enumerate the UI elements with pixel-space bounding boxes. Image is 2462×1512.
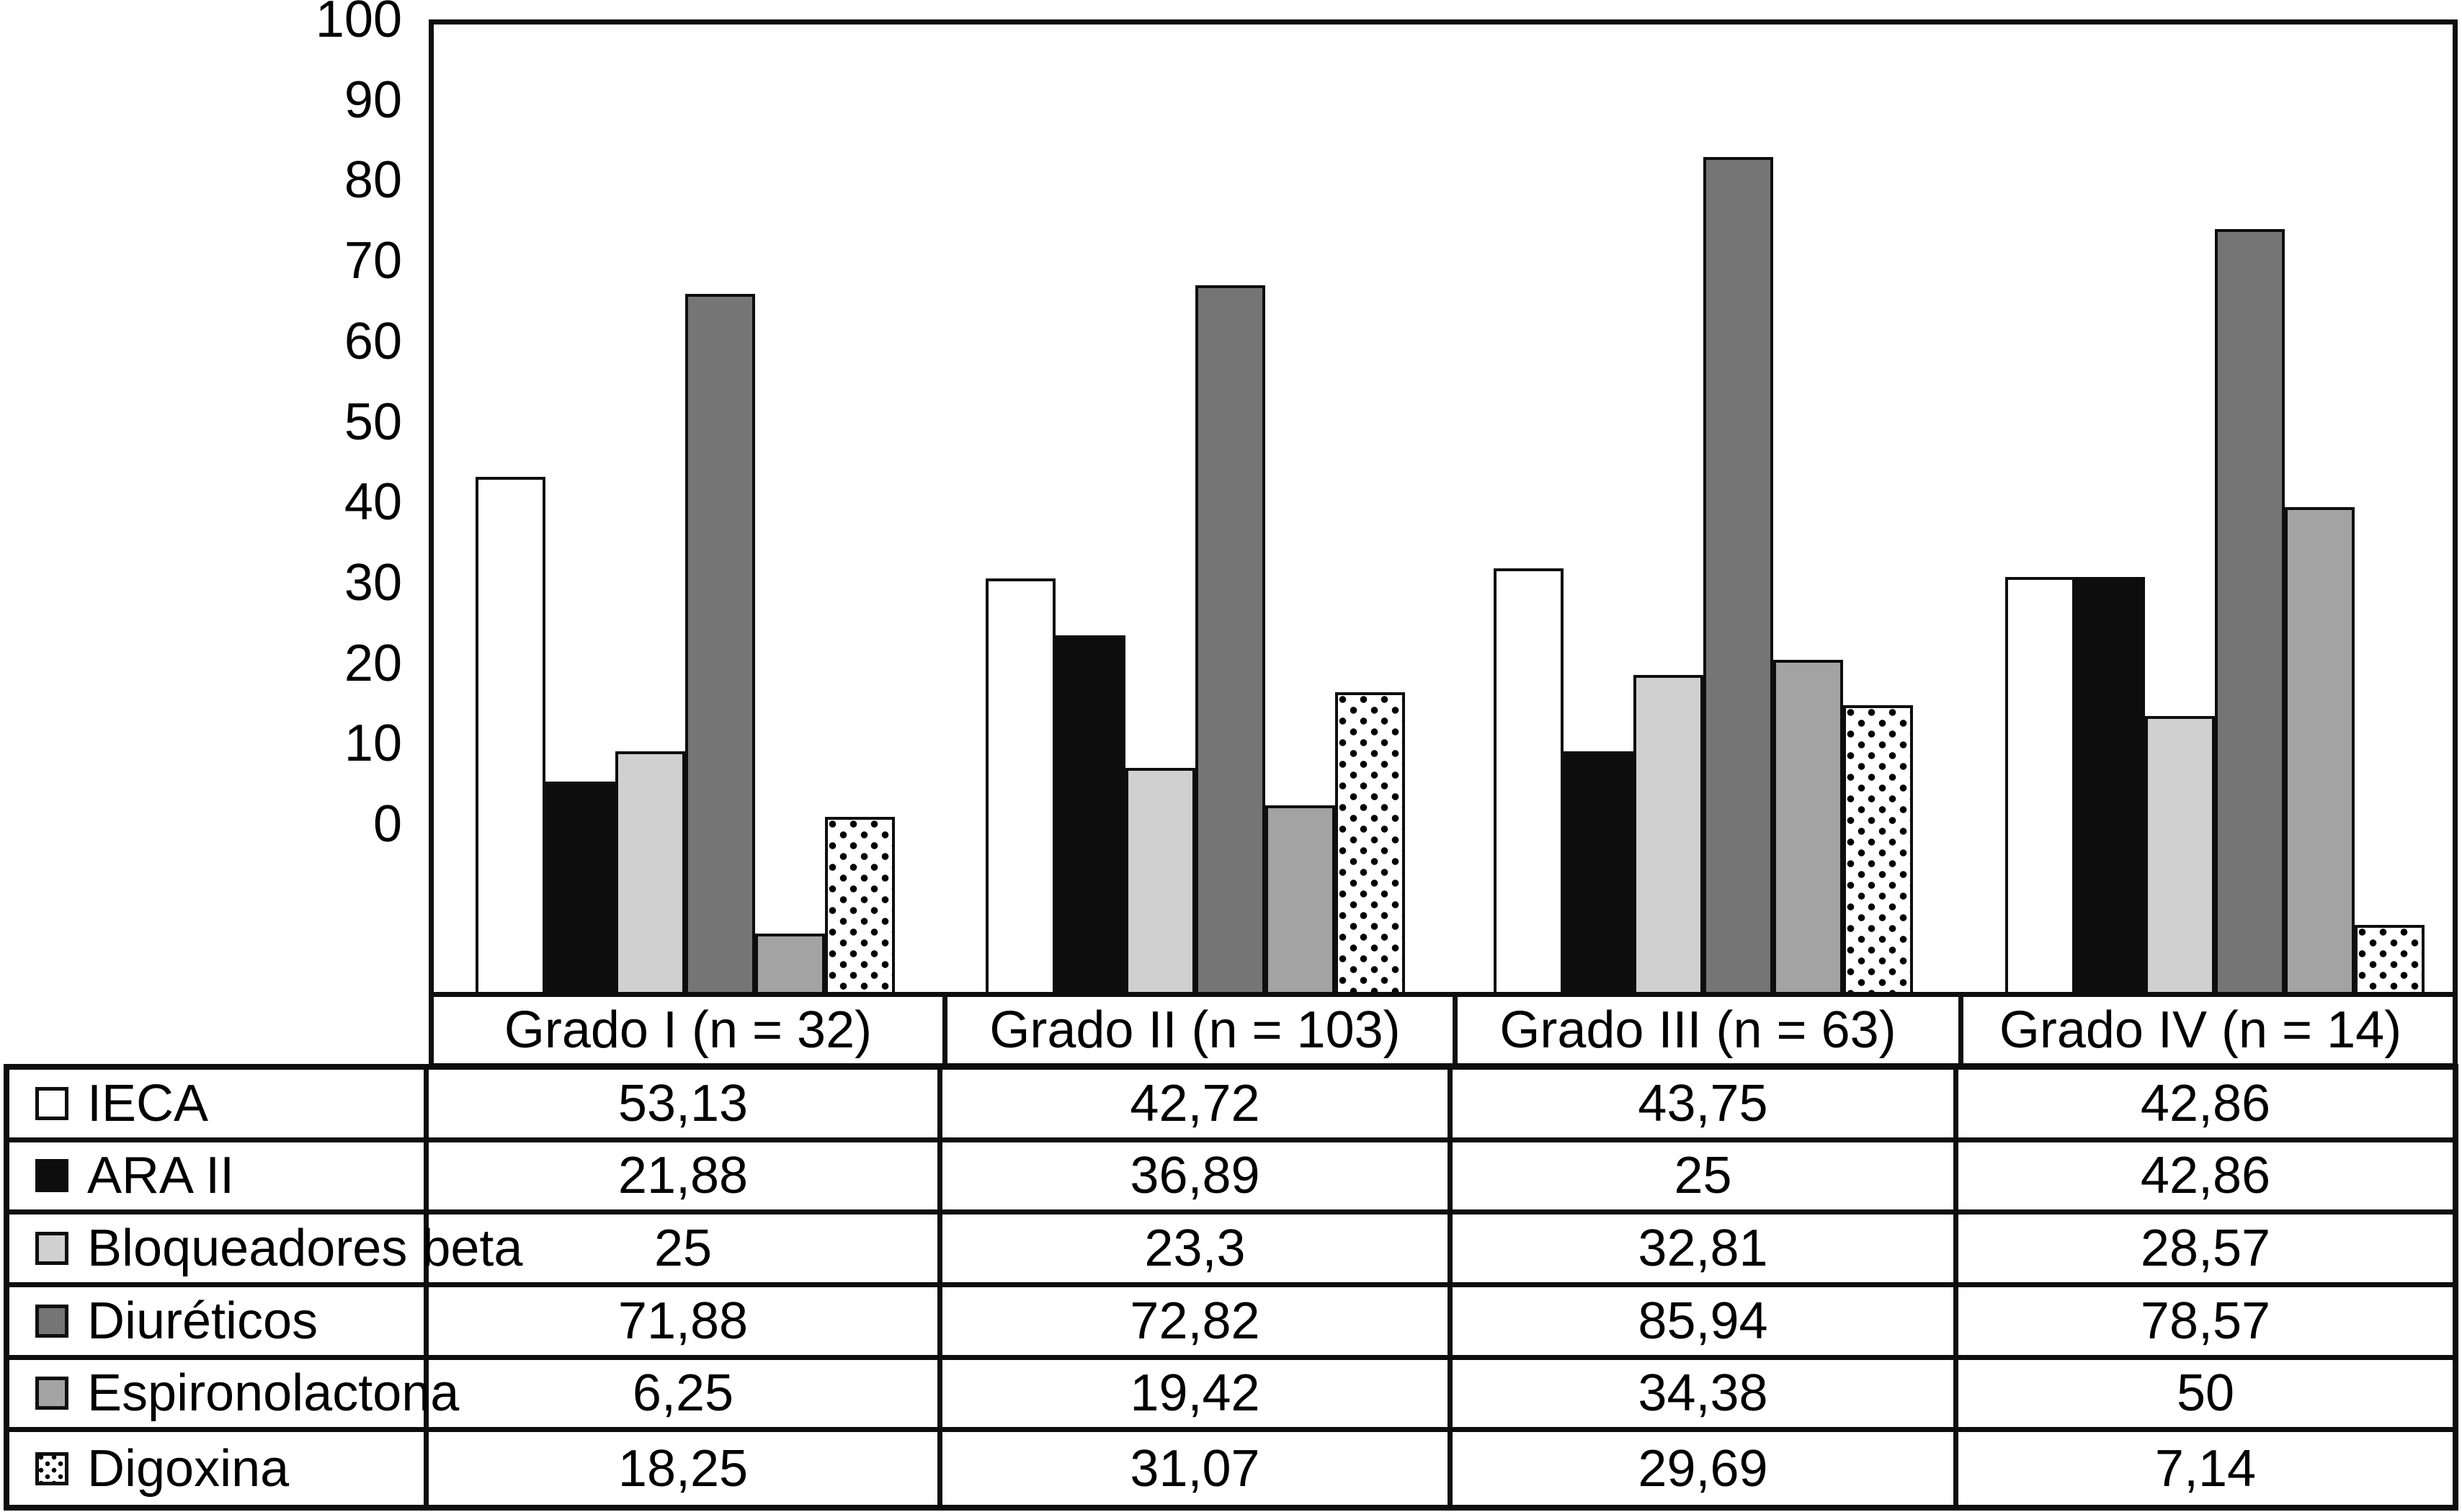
legend-swatch-diureticos [35,1304,68,1338]
bar-ieca-grado-3 [1494,568,1564,995]
legend-swatch-ieca [35,1086,68,1120]
legend-cell-espironolactona: Espironolactona [9,1359,459,1428]
bar-digoxina-grado-2 [1335,692,1405,995]
value-cell-espironolactona-grado-4: 50 [2176,1364,2235,1423]
category-divider [1958,997,1963,1063]
bar-bloqueadores-beta-grado-3 [1633,675,1703,995]
value-cell-ieca-grado-2: 42,72 [942,1070,1453,1137]
value-cell-espironolactona-grado-2: 19,42 [942,1359,1453,1428]
y-axis-tick-label: 50 [344,393,402,451]
legend-swatch-ara-ii [35,1159,68,1193]
table-row-digoxina: Digoxina 18,25 31,07 29,69 7,14 [9,1432,2453,1505]
y-axis-tick-label: 20 [344,635,402,692]
value-cell-digoxina-grado-3: 29,69 [1453,1432,1958,1505]
y-axis-tick-label: 100 [315,0,402,48]
legend-label-diureticos: Diuréticos [87,1292,318,1350]
bar-espironolactona-grado-4 [2285,507,2355,995]
y-axis-tick-label: 70 [344,232,402,290]
legend-swatch-digoxina [35,1451,68,1485]
value-cell-ara-ii-grado-4: 42,86 [2140,1147,2271,1205]
y-axis-tick-label: 10 [344,715,402,772]
legend-swatch-bloqueadores-beta [35,1232,68,1266]
bar-ieca-grado-1 [476,477,545,995]
bar-digoxina-grado-4 [2355,925,2425,995]
value-cell-diureticos-grado-2: 72,82 [942,1287,1453,1355]
category-label-grado-4: Grado IV (n = 14) [1999,1001,2402,1059]
y-axis-tick-label: 90 [344,71,402,129]
table-row-bloqueadores-beta: Bloqueadores beta 25 23,3 32,81 28,57 [9,1214,2453,1287]
bar-espironolactona-grado-3 [1773,660,1843,995]
table-row-diureticos: Diuréticos 71,88 72,82 85,94 78,57 [9,1287,2453,1360]
bar-ara-ii-grado-1 [545,782,615,995]
bar-bloqueadores-beta-grado-4 [2145,716,2215,995]
bar-bloqueadores-beta-grado-2 [1125,768,1195,995]
value-cell-ara-ii-grado-3: 25 [1453,1142,1958,1210]
bar-digoxina-grado-1 [825,817,895,995]
value-cell-ara-ii-grado-2: 36,89 [942,1142,1453,1210]
value-cell-ieca-grado-1: 53,13 [429,1070,942,1137]
legend-label-espironolactona: Espironolactona [87,1364,460,1423]
bar-ara-ii-grado-4 [2075,577,2145,995]
legend-cell-digoxina: Digoxina [9,1432,429,1505]
category-label-grado-1: Grado I (n = 32) [504,1001,873,1059]
category-divider [1453,997,1458,1063]
value-cell-ieca-grado-3: 43,75 [1453,1070,1958,1137]
table-row-ara-ii: ARA II 21,88 36,89 25 42,86 [9,1142,2453,1215]
legend-label-digoxina: Digoxina [87,1439,290,1498]
bar-ara-ii-grado-3 [1564,751,1633,995]
y-axis-tick-label: 40 [344,473,402,531]
bar-diureticos-grado-4 [2215,229,2285,995]
category-divider [942,997,947,1063]
value-cell-bloqueadores-beta-grado-4: 28,57 [2140,1220,2271,1278]
legend-cell-ara-ii: ARA II [9,1142,429,1210]
value-cell-bloqueadores-beta-grado-1: 25 [429,1214,942,1282]
bar-ieca-grado-4 [2005,577,2075,995]
value-cell-espironolactona-grado-1: 6,25 [429,1359,942,1428]
value-cell-diureticos-grado-1: 71,88 [429,1287,942,1355]
table-row-ieca: IECA 53,13 42,72 43,75 42,86 [9,1070,2453,1142]
value-cell-digoxina-grado-2: 31,07 [942,1432,1453,1505]
bar-ieca-grado-2 [986,578,1056,995]
category-label-grado-3: Grado III (n = 63) [1499,1001,1896,1059]
y-axis-tick-label: 60 [344,313,402,370]
bar-espironolactona-grado-1 [755,934,825,995]
value-cell-digoxina-grado-1: 18,25 [429,1432,942,1505]
value-cell-ara-ii-grado-1: 21,88 [429,1142,942,1210]
value-cell-bloqueadores-beta-grado-3: 32,81 [1453,1214,1958,1282]
table-row-espironolactona: Espironolactona 6,25 19,42 34,38 50 [9,1359,2453,1433]
legend-cell-bloqueadores-beta: Bloqueadores beta [9,1214,522,1282]
bar-diureticos-grado-3 [1703,157,1773,995]
bar-ara-ii-grado-2 [1056,635,1125,995]
category-label-grado-2: Grado II (n = 103) [989,1001,1401,1059]
bar-digoxina-grado-3 [1843,705,1913,995]
value-cell-digoxina-grado-4: 7,14 [2154,1439,2257,1498]
value-cell-diureticos-grado-4: 78,57 [2140,1292,2271,1350]
category-axis-row: Grado I (n = 32) Grado II (n = 103) Grado … [429,992,2458,1068]
legend-label-ara-ii: ARA II [87,1147,235,1205]
y-axis-tick-label: 0 [373,795,402,853]
legend-label-bloqueadores-beta: Bloqueadores beta [87,1220,523,1278]
value-cell-ieca-grado-4: 42,86 [2140,1074,2271,1132]
legend-label-ieca: IECA [87,1074,209,1132]
value-cell-bloqueadores-beta-grado-2: 23,3 [942,1214,1453,1282]
y-axis-tick-label: 30 [344,554,402,612]
legend-cell-ieca: IECA [9,1070,429,1137]
y-axis-tick-label: 80 [344,151,402,209]
bar-diureticos-grado-2 [1195,285,1265,995]
bar-bloqueadores-beta-grado-1 [615,751,685,995]
data-table: IECA 53,13 42,72 43,75 42,86 ARA II 21,88 36,89… [4,1064,2458,1511]
bar-espironolactona-grado-2 [1265,805,1335,995]
legend-swatch-espironolactona [35,1377,68,1410]
legend-cell-diureticos: Diuréticos [9,1287,429,1355]
value-cell-diureticos-grado-3: 85,94 [1453,1287,1958,1355]
bar-diureticos-grado-1 [685,294,755,995]
value-cell-espironolactona-grado-3: 34,38 [1453,1359,1958,1428]
